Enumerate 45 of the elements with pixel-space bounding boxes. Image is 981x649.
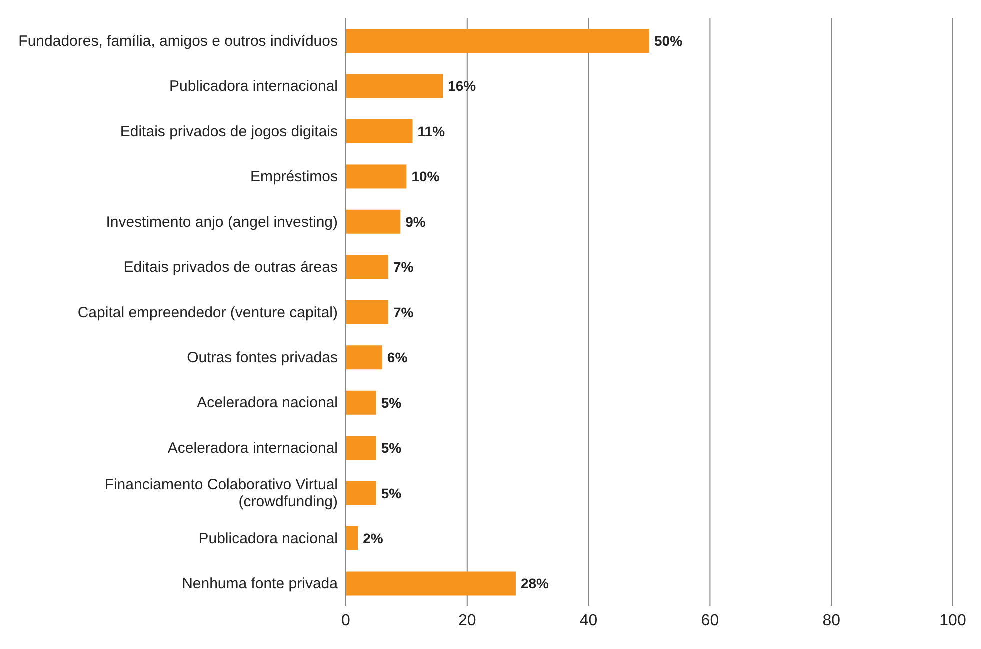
data-label: 11%	[418, 123, 446, 140]
y-tick-label: Aceleradora nacional	[197, 394, 338, 412]
data-label: 5%	[381, 440, 402, 456]
y-tick-label: Editais privados de jogos digitais	[120, 123, 338, 140]
x-tick-label: 60	[701, 612, 720, 630]
x-tick-label: 0	[342, 612, 351, 630]
x-tick-label: 80	[822, 612, 841, 630]
bar	[346, 481, 376, 506]
bar	[346, 29, 650, 53]
y-tick-label: Nenhuma fonte privada	[182, 576, 339, 593]
data-label: 10%	[412, 168, 440, 185]
y-tick-label: Outras fontes privadas	[187, 349, 338, 366]
x-tick-label: 40	[580, 612, 598, 630]
y-tick-label: Fundadores, família, amigos e outros indivíduos	[18, 32, 338, 50]
bar	[346, 390, 376, 415]
bar	[346, 300, 388, 324]
data-label: 6%	[387, 350, 408, 366]
bar	[346, 119, 413, 144]
bar	[346, 210, 401, 234]
data-label: 50%	[654, 32, 684, 49]
data-label: 28%	[520, 576, 550, 592]
data-label: 2%	[363, 530, 384, 547]
y-tick-label: Capital empreendedor (venture capital)	[78, 304, 338, 322]
y-tick-label: Financiamento Colaborativo Virtual (crowdfunding)	[104, 476, 338, 511]
y-tick-label: Publicadora nacional	[198, 530, 338, 548]
y-tick-label: Aceleradora internacional	[168, 440, 338, 457]
bar	[346, 526, 358, 551]
data-label: 5%	[381, 394, 402, 411]
bar	[346, 436, 376, 460]
data-label: 7%	[393, 304, 414, 320]
y-tick-label: Investimento anjo (angel investing)	[106, 214, 338, 231]
data-label: 5%	[381, 485, 402, 502]
y-tick-label: Editais privados de outras áreas	[124, 259, 338, 276]
bar	[346, 74, 444, 98]
bar	[346, 572, 516, 596]
y-tick-label: Empréstimos	[250, 168, 338, 186]
bar	[346, 255, 388, 280]
y-tick-label: Publicadora internacional	[170, 78, 338, 96]
data-label: 7%	[393, 259, 414, 276]
bar	[346, 346, 382, 370]
x-tick-label: 20	[458, 612, 476, 630]
data-label: 16%	[448, 78, 477, 94]
bar	[346, 164, 407, 189]
x-tick-label: 100	[940, 612, 966, 630]
data-label: 9%	[406, 214, 426, 230]
